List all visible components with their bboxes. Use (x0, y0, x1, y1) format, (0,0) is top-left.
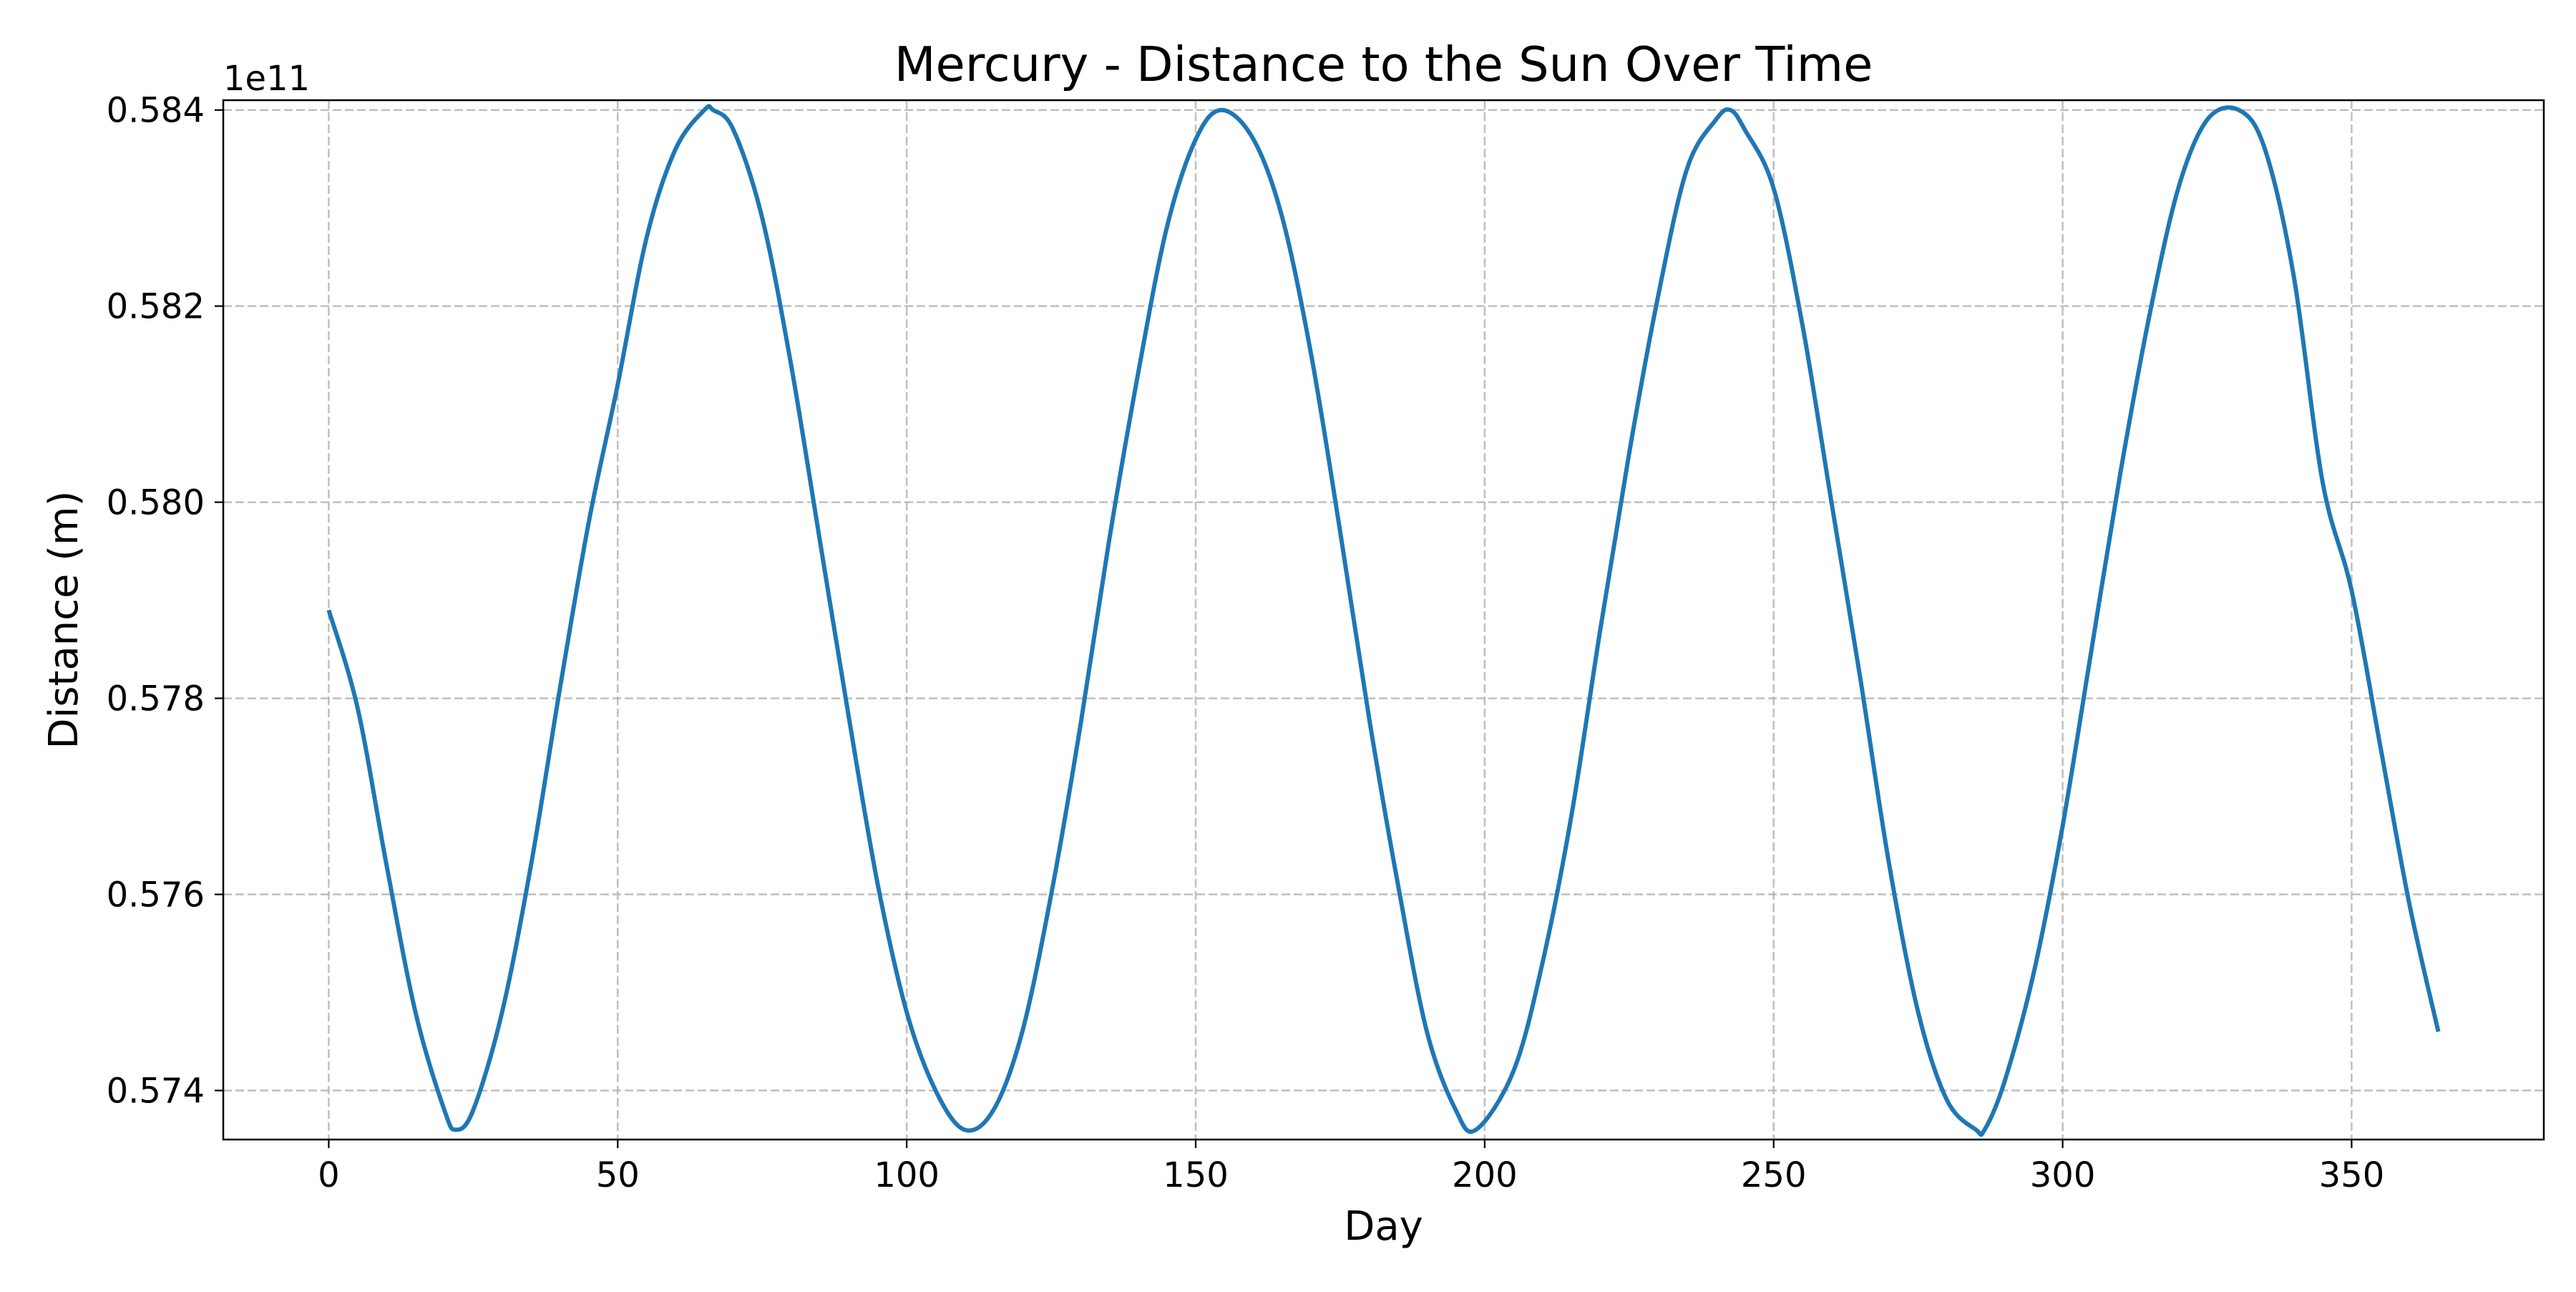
x-tick-label: 0 (318, 1155, 340, 1195)
y-tick-label: 0.576 (107, 875, 205, 915)
x-tick-label: 100 (874, 1155, 940, 1195)
x-tick-label: 200 (1452, 1155, 1518, 1195)
x-tick-label: 350 (2319, 1155, 2385, 1195)
x-tick-label: 50 (596, 1155, 640, 1195)
plot-frame (222, 99, 2545, 1141)
chart-title: Mercury - Distance to the Sun Over Time (894, 37, 1873, 92)
y-axis-label: Distance (m) (41, 491, 87, 749)
grid (223, 100, 2544, 1140)
y-axis-offset-label: 1e11 (223, 59, 310, 99)
x-axis-label: Day (1344, 1203, 1423, 1250)
y-tick-label: 0.574 (107, 1072, 205, 1112)
distance-series-line (326, 104, 2441, 1137)
axis-ticks: 0 50 100 150 200 250 300 350 0.574 0.576 0.578 0.58… (107, 91, 2385, 1195)
y-tick-label: 0.584 (107, 91, 205, 131)
y-tick-label: 0.578 (107, 679, 205, 719)
x-tick-label: 300 (2030, 1155, 2096, 1195)
y-tick-label: 0.582 (107, 287, 205, 327)
series-layer (326, 104, 2441, 1137)
y-tick-label: 0.580 (107, 483, 205, 523)
x-tick-label: 250 (1741, 1155, 1807, 1195)
x-tick-label: 150 (1163, 1155, 1229, 1195)
